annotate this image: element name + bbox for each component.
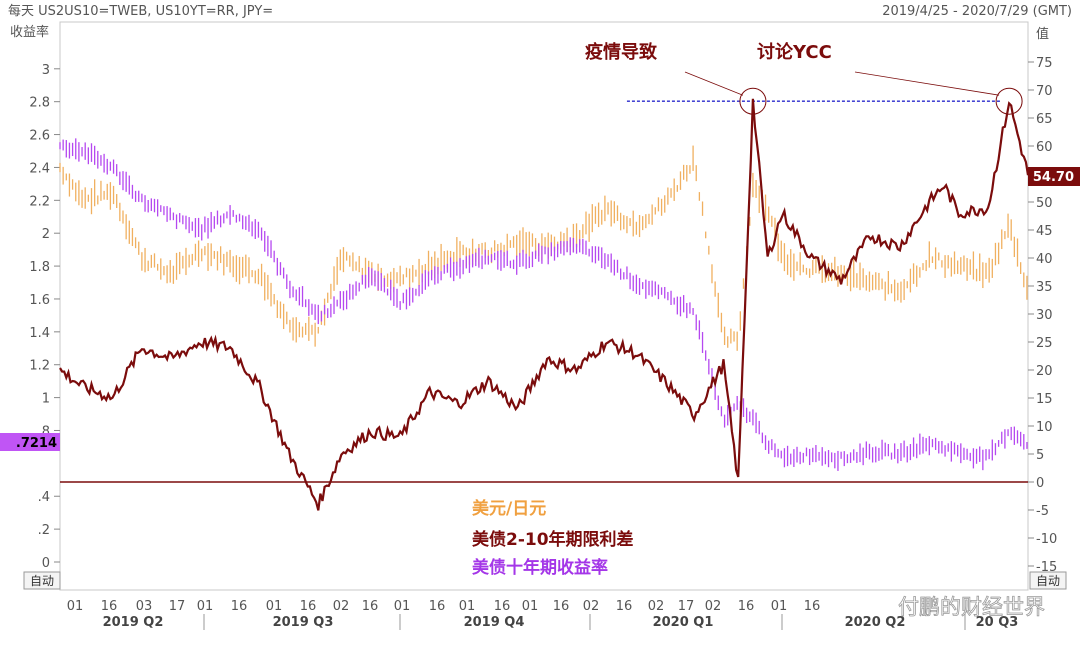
left-tick-label: 2 (42, 227, 50, 242)
x-tick-label: 02 (705, 599, 722, 614)
x-tick-label: 01 (266, 599, 283, 614)
x-tick-label: 01 (459, 599, 476, 614)
watermark: 付鹏的财经世界 (898, 595, 1045, 619)
right-axis-ticks: 757065605550454035302520151050-5-10-15 (1028, 56, 1057, 575)
quarter-label: 20 Q3 (976, 615, 1019, 630)
x-tick-label: 17 (678, 599, 695, 614)
x-axis-quarters: 2019 Q2 2019 Q3 2019 Q4 2020 Q1 2020 Q2 20 Q3 (103, 614, 1019, 630)
x-tick-label: 16 (553, 599, 570, 614)
x-tick-label: 03 (136, 599, 153, 614)
right-tick-label: 70 (1036, 84, 1053, 99)
x-tick-label: 01 (67, 599, 84, 614)
x-tick-label: 16 (300, 599, 317, 614)
left-current-tag (0, 433, 60, 451)
right-auto-label: 自动 (1036, 574, 1060, 588)
quarter-label: 2019 Q4 (464, 615, 525, 630)
peak-highlights (684, 71, 1023, 115)
x-tick-label: 16 (231, 599, 248, 614)
quarter-label: 2019 Q3 (273, 615, 334, 630)
spread-series-line (59, 98, 1030, 511)
peak-leader-line (684, 71, 744, 96)
left-tick-label: .4 (38, 490, 50, 505)
left-tick-label: 1.6 (29, 293, 50, 308)
left-tick-label: .2 (38, 523, 50, 538)
plot-area (59, 21, 1029, 591)
left-auto-label: 自动 (30, 574, 54, 588)
right-tick-label: 30 (1036, 308, 1053, 323)
left-tick-label: 2.4 (29, 161, 50, 176)
right-tick-label: 15 (1036, 392, 1053, 407)
right-tick-label: 40 (1036, 252, 1053, 267)
right-tick-label: 60 (1036, 140, 1053, 155)
right-tick-label: 10 (1036, 420, 1053, 435)
right-axis-title: 值 (1036, 26, 1049, 42)
x-tick-label: 01 (394, 599, 411, 614)
left-tick-label: 2.8 (29, 96, 50, 111)
right-tick-label: -10 (1036, 532, 1057, 547)
right-tick-label: 25 (1036, 336, 1053, 351)
x-tick-label: 02 (648, 599, 665, 614)
x-tick-label: 02 (583, 599, 600, 614)
right-tick-label: -15 (1036, 560, 1057, 575)
left-tick-label: 0 (42, 556, 50, 571)
left-tick-label: 1 (42, 392, 50, 407)
x-tick-label: 16 (429, 599, 446, 614)
peak-circle (739, 87, 767, 115)
x-tick-label: 17 (169, 599, 186, 614)
right-tick-label: 50 (1036, 196, 1053, 211)
right-tick-label: 65 (1036, 112, 1053, 127)
right-current-tag (1028, 167, 1080, 186)
right-tick-label: 20 (1036, 364, 1053, 379)
x-tick-label: 16 (494, 599, 511, 614)
x-tick-label: 16 (362, 599, 379, 614)
x-tick-label: 16 (738, 599, 755, 614)
legend-usdjpy: 美元/日元 (472, 498, 546, 519)
quarter-label: 2020 Q2 (845, 615, 906, 630)
x-tick-label: 01 (197, 599, 214, 614)
right-current-value: 54.70 (1033, 170, 1074, 185)
right-tick-label: 5 (1036, 448, 1044, 463)
annotation-covid: 疫情导致 (585, 41, 658, 63)
right-auto-button[interactable] (1029, 571, 1067, 590)
x-tick-label: 01 (771, 599, 788, 614)
right-tick-label: -5 (1036, 504, 1049, 519)
x-tick-label: 16 (101, 599, 118, 614)
left-tick-label: 3 (42, 63, 50, 78)
right-tick-label: 0 (1036, 476, 1044, 491)
right-tick-label: 35 (1036, 280, 1053, 295)
x-tick-label: 16 (804, 599, 821, 614)
annotation-ycc: 讨论YCC (757, 41, 832, 63)
header-left: 每天 US2US10=TWEB, US10YT=RR, JPY= (8, 3, 273, 19)
left-axis-title: 收益率 (10, 24, 49, 40)
left-axis-ticks: 32.82.62.42.221.81.61.41.21.8.4.20 (29, 63, 60, 571)
quarter-label: 2020 Q1 (653, 615, 714, 630)
left-tick-label: 2.2 (29, 194, 50, 209)
right-tick-label: 45 (1036, 224, 1053, 239)
header-right: 2019/4/25 - 2020/7/29 (GMT) (882, 4, 1072, 19)
legend-spread: 美债2-10年期限利差 (472, 529, 634, 550)
peak-circle (995, 87, 1023, 115)
legend-yield10: 美债十年期收益率 (472, 557, 608, 578)
left-tick-label: 2.6 (29, 129, 50, 144)
x-tick-label: 01 (522, 599, 539, 614)
yield10-series (59, 138, 1028, 471)
x-tick-label: 02 (333, 599, 350, 614)
left-tick-label: 1.8 (29, 260, 50, 275)
x-axis-day-ticks: 01 16 03 17 01 16 01 16 02 16 01 16 01 16 01 16 02 16 02 17… (67, 599, 821, 614)
left-current-value: .7214 (16, 436, 57, 451)
left-tick-label: 1.4 (29, 326, 50, 341)
quarter-label: 2019 Q2 (103, 615, 164, 630)
left-auto-button[interactable] (23, 571, 61, 590)
right-tick-label: 75 (1036, 56, 1053, 71)
x-tick-label: 16 (616, 599, 633, 614)
peak-leader-line (854, 71, 1000, 96)
left-tick-label: 1.2 (29, 359, 50, 374)
